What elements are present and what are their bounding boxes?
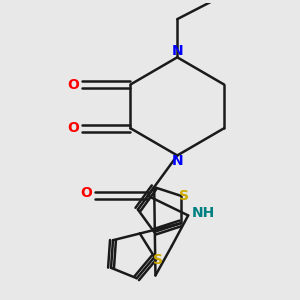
Text: O: O [80, 186, 92, 200]
Text: O: O [67, 121, 79, 135]
Text: S: S [153, 253, 163, 267]
Text: N: N [172, 154, 183, 168]
Text: NH: NH [191, 206, 214, 220]
Text: S: S [179, 189, 189, 203]
Text: O: O [67, 78, 79, 92]
Text: N: N [172, 44, 183, 58]
